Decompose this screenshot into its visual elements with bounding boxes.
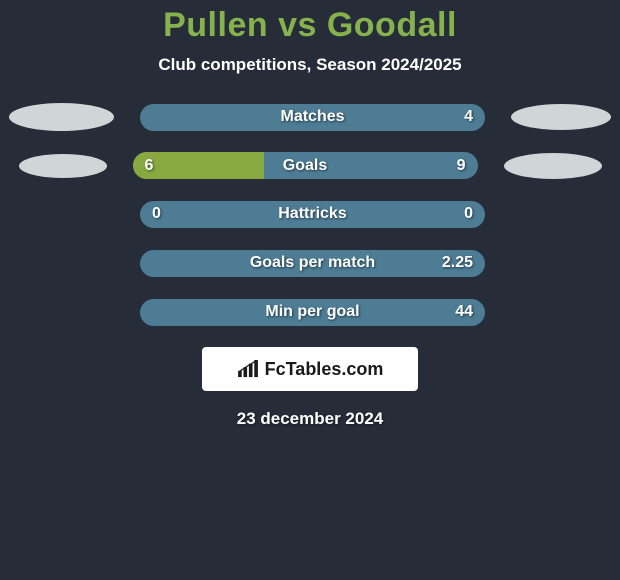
right-spacer	[511, 299, 611, 325]
brand-text: FcTables.com	[265, 359, 384, 380]
page-title: Pullen vs Goodall	[0, 6, 620, 45]
content-wrapper: Pullen vs Goodall Club competitions, Sea…	[0, 0, 620, 429]
bar-right-value: 9	[457, 152, 466, 179]
left-ellipse	[9, 103, 114, 131]
bar-right-value: 44	[455, 299, 473, 326]
stat-bar: Goals per match2.25	[140, 250, 485, 277]
date-text: 23 december 2024	[0, 409, 620, 429]
bar-chart-icon	[237, 360, 259, 378]
brand-badge: FcTables.com	[202, 347, 418, 391]
comparison-bars: Matches4 Goals6 9 Hattricks0 0 Goals per matc…	[0, 103, 620, 326]
bar-label: Goals per match	[140, 250, 485, 277]
bar-right-value: 0	[464, 201, 473, 228]
stat-row: Hattricks0 0	[0, 200, 620, 228]
bar-right-value: 2.25	[442, 250, 473, 277]
subtitle: Club competitions, Season 2024/2025	[0, 55, 620, 75]
stat-bar: Min per goal44	[140, 299, 485, 326]
stat-bar: Matches4	[140, 104, 485, 131]
bar-left-value: 0	[152, 201, 161, 228]
left-ellipse	[19, 154, 107, 178]
left-spacer	[9, 200, 114, 228]
bar-left-value: 6	[145, 152, 154, 179]
bar-label: Goals	[133, 152, 478, 179]
stat-row: Matches4	[0, 103, 620, 131]
left-spacer	[9, 298, 114, 326]
right-spacer	[511, 250, 611, 276]
stat-row: Min per goal44	[0, 298, 620, 326]
right-ellipse	[511, 104, 611, 130]
bar-right-value: 4	[464, 104, 473, 131]
bar-label: Min per goal	[140, 299, 485, 326]
stat-row: Goals per match2.25	[0, 249, 620, 277]
left-spacer	[9, 249, 114, 277]
bar-label: Matches	[140, 104, 485, 131]
right-spacer	[511, 201, 611, 227]
stat-bar: Goals6 9	[133, 152, 478, 179]
stat-row: Goals6 9	[0, 152, 620, 179]
bar-label: Hattricks	[140, 201, 485, 228]
stat-bar: Hattricks0 0	[140, 201, 485, 228]
right-ellipse	[504, 153, 602, 179]
